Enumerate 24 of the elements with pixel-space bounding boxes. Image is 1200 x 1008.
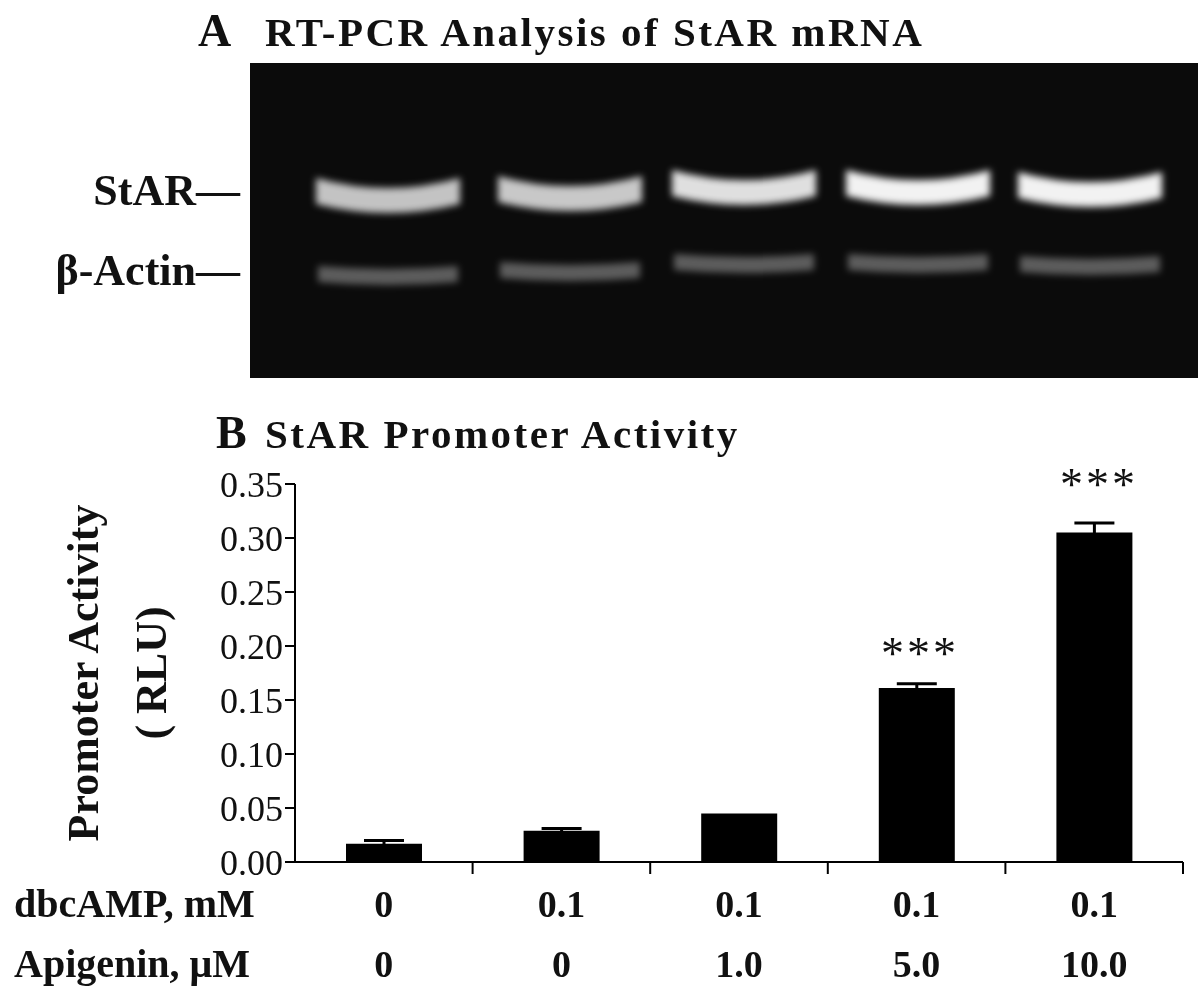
- y-axis-title: Promoter Activity ( RLU): [59, 504, 176, 842]
- y-tick-label: 0.20: [220, 626, 283, 667]
- y-tick-label: 0.00: [220, 842, 283, 883]
- y-tick-label: 0.30: [220, 518, 283, 559]
- x-tick-label: 0.1 0: [537, 883, 586, 985]
- y-tick-label: 0.05: [220, 788, 283, 829]
- y-tick-label: 0.35: [220, 464, 283, 505]
- y-tick-label: 0.15: [220, 680, 283, 721]
- text: Apigenin, μM: [14, 941, 251, 986]
- x-tick-label: 0.1 10.0: [1060, 883, 1128, 985]
- text: StAR—: [93, 166, 241, 215]
- text: β-Actin—: [55, 246, 241, 295]
- text: RT-PCR Analysis of StAR mRNA: [265, 9, 925, 55]
- text: B: [216, 407, 247, 458]
- chart-title: StAR Promoter Activity: [265, 411, 740, 457]
- x-tick-label: 0 0: [374, 883, 394, 985]
- text: A: [198, 5, 232, 56]
- annotation: ***: [1060, 459, 1138, 510]
- text: dbcAMP, mM: [14, 881, 255, 926]
- annotation: ***: [881, 628, 959, 679]
- x-tick-label: 0.1 1.0: [715, 883, 763, 985]
- y-tick-label: 0.25: [220, 572, 283, 613]
- y-tick-label: 0.10: [220, 734, 283, 775]
- x-tick-label: 0.1 5.0: [892, 883, 941, 985]
